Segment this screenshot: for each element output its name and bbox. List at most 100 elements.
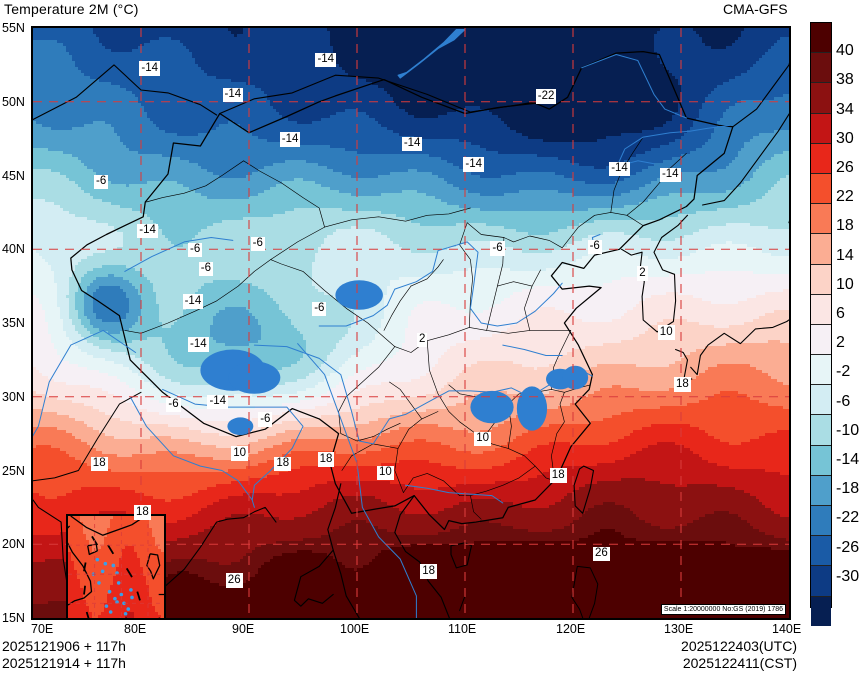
colorbar-tick-label: 6 — [836, 306, 845, 322]
valid-time-cst: 2025122411(CST) — [683, 655, 797, 671]
contour-label: -14 — [402, 137, 423, 152]
contour-label: 18 — [318, 452, 335, 467]
colorbar-tick-label: 14 — [836, 248, 854, 264]
contour-label: 18 — [134, 505, 151, 520]
lon-tick-label: 100E — [340, 622, 369, 636]
lat-tick-label: 40N — [2, 242, 25, 256]
colorbar-tick-label: -22 — [836, 510, 859, 526]
colorbar-tick-label: -2 — [836, 364, 850, 380]
contour-label: 10 — [231, 446, 248, 461]
contour-label: 18 — [274, 457, 291, 472]
colorbar-tick-label: 10 — [836, 277, 854, 293]
contour-label: 10 — [474, 432, 491, 447]
colorbar-swatch — [811, 23, 831, 52]
colorbar-tick-label: -26 — [836, 540, 859, 556]
contour-label: -6 — [588, 240, 602, 255]
model-label: CMA-GFS — [723, 1, 788, 17]
contour-label: -14 — [139, 61, 160, 76]
lon-tick-label: 140E — [772, 622, 801, 636]
contour-label: -14 — [137, 224, 158, 239]
lat-tick-label: 55N — [2, 21, 25, 35]
colorbar-swatch — [811, 203, 831, 233]
contour-label: -6 — [312, 302, 326, 317]
colorbar-swatch — [811, 596, 831, 626]
lat-tick-label: 30N — [2, 390, 25, 404]
colorbar-swatch — [811, 535, 831, 565]
lat-tick-label: 35N — [2, 316, 25, 330]
lon-tick-label: 80E — [124, 622, 146, 636]
colorbar-swatch — [811, 173, 831, 203]
lon-tick-label: 70E — [31, 622, 53, 636]
inset-field-svg — [68, 516, 164, 620]
colorbar-tick-label: 18 — [836, 218, 854, 234]
lon-tick-label: 110E — [448, 622, 476, 636]
contour-label: -6 — [258, 412, 272, 427]
valid-time-utc: 2025122403(UTC) — [681, 638, 797, 654]
colorbar-tick-label: 34 — [836, 102, 854, 118]
contour-label: 10 — [377, 466, 394, 481]
contour-label: -14 — [609, 162, 630, 177]
colorbar-tick-label: -6 — [836, 394, 850, 410]
colorbar-swatch — [811, 294, 831, 324]
colorbar-swatch — [811, 384, 831, 414]
colorbar-tick-label: -10 — [836, 423, 859, 439]
colorbar-swatch — [811, 445, 831, 475]
colorbar-swatch — [811, 324, 831, 354]
lat-tick-label: 15N — [2, 611, 25, 625]
colorbar-tick-label: 30 — [836, 131, 854, 147]
colorbar-swatch — [811, 414, 831, 444]
colorbar-swatch — [811, 82, 831, 112]
colorbar-swatch — [811, 505, 831, 535]
contour-label: 18 — [91, 457, 108, 472]
south-china-sea-inset: Scale 1:40000000 — [66, 514, 166, 620]
temperature-map[interactable]: Scale 1:40000000 Scale 1:20000000 No:GS … — [31, 26, 791, 620]
contour-label: -14 — [315, 53, 336, 68]
colorbar-swatch — [811, 113, 831, 143]
contour-label: -14 — [188, 337, 209, 352]
colorbar-tick-label: 40 — [836, 43, 854, 59]
contour-label: -14 — [463, 157, 484, 172]
lon-tick-label: 120E — [556, 622, 585, 636]
contour-label: 18 — [550, 468, 567, 483]
contour-label: -6 — [251, 237, 265, 252]
lat-tick-label: 25N — [2, 464, 25, 478]
lat-tick-label: 50N — [2, 95, 25, 109]
colorbar-tick-label: -30 — [836, 569, 859, 585]
colorbar-tick-label: 2 — [836, 335, 845, 351]
colorbar-tick-label: 38 — [836, 72, 854, 88]
contour-label: -14 — [207, 395, 228, 410]
contour-label: -14 — [660, 168, 681, 183]
contour-label: -6 — [490, 241, 504, 256]
contour-label: -6 — [166, 398, 180, 413]
colorbar-swatch — [811, 565, 831, 595]
colorbar-tick-label: 26 — [836, 160, 854, 176]
colorbar-swatch — [811, 143, 831, 173]
run-time-cst: 2025121914 + 117h — [2, 655, 126, 671]
colorbar-tick-label: 22 — [836, 189, 854, 205]
contour-label: -6 — [94, 175, 108, 190]
contour-label: -22 — [536, 89, 557, 104]
contour-label: -14 — [280, 132, 301, 147]
colorbar-swatch — [811, 475, 831, 505]
lon-tick-label: 90E — [232, 622, 254, 636]
contour-label: 2 — [417, 333, 427, 348]
colorbar-swatch — [811, 233, 831, 263]
contour-label: -14 — [223, 88, 244, 103]
page-title: Temperature 2M (°C) — [4, 1, 139, 17]
contour-label: -6 — [188, 243, 202, 258]
colorbar-swatch — [811, 52, 831, 82]
contour-label: -6 — [199, 262, 213, 277]
contour-label: 26 — [226, 573, 243, 588]
contour-label: -14 — [183, 294, 204, 309]
contour-label: 2 — [637, 266, 647, 281]
colorbar-swatch — [811, 264, 831, 294]
lat-tick-label: 45N — [2, 169, 25, 183]
contour-label: 10 — [658, 325, 675, 340]
lon-tick-label: 130E — [664, 622, 693, 636]
run-time-utc: 2025121906 + 117h — [2, 638, 126, 654]
contour-label: 26 — [593, 547, 610, 562]
contour-label: 18 — [674, 377, 691, 392]
contour-label: 18 — [420, 564, 437, 579]
colorbar[interactable] — [810, 22, 832, 608]
colorbar-tick-label: -18 — [836, 481, 859, 497]
